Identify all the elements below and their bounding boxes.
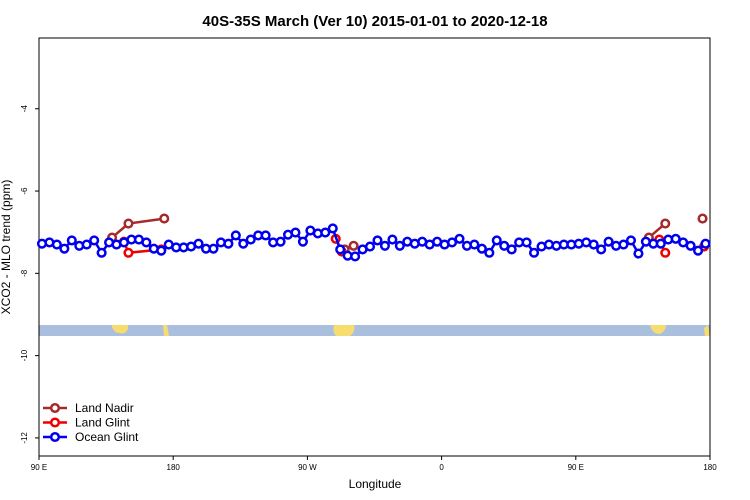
- data-point: [230, 230, 241, 241]
- data-point: [476, 243, 487, 254]
- data-point: [141, 237, 152, 248]
- data-point: [320, 227, 331, 238]
- data-point: [89, 235, 100, 246]
- data-point: [685, 240, 696, 251]
- data-point: [348, 240, 359, 251]
- data-point: [446, 237, 458, 248]
- x-tick-label: 180: [703, 463, 717, 472]
- data-point: [670, 233, 681, 244]
- legend-marker: [49, 402, 61, 414]
- data-point: [364, 241, 376, 252]
- data-point: [693, 245, 704, 256]
- legend-marker: [49, 431, 61, 443]
- data-point: [484, 247, 495, 258]
- data-point: [260, 230, 271, 241]
- data-point: [290, 227, 301, 238]
- data-point: [159, 213, 170, 224]
- data-point: [327, 223, 338, 234]
- data-point: [660, 247, 671, 258]
- x-tick-label: 90 E: [31, 463, 47, 472]
- y-axis-label: XCO2 - MLO trend (ppm): [0, 180, 13, 315]
- data-point: [123, 218, 134, 229]
- y-tick-label: -10: [20, 349, 29, 361]
- data-point: [335, 244, 346, 255]
- data-point: [521, 237, 532, 248]
- y-tick-label: -4: [20, 105, 29, 113]
- data-point: [208, 243, 219, 254]
- data-point: [51, 239, 62, 250]
- data-point: [275, 236, 286, 247]
- y-tick-label: -12: [20, 432, 29, 444]
- legend-marker: [49, 417, 61, 428]
- y-tick-label: -6: [20, 187, 29, 195]
- x-tick-label: 180: [167, 463, 181, 472]
- data-point: [618, 239, 629, 250]
- data-point: [454, 233, 465, 244]
- data-point: [469, 239, 480, 250]
- data-point: [603, 236, 614, 247]
- data-point: [697, 213, 708, 224]
- data-point: [59, 243, 70, 254]
- data-point: [66, 235, 77, 246]
- data-point: [625, 235, 637, 246]
- data-point: [372, 235, 383, 246]
- data-point: [588, 239, 599, 250]
- x-tick-label: 90 W: [298, 463, 317, 472]
- data-point: [506, 244, 517, 255]
- data-point: [193, 238, 204, 249]
- data-point: [394, 240, 405, 251]
- data-point: [245, 234, 256, 245]
- x-axis-label: Longitude: [349, 477, 402, 491]
- data-point: [596, 244, 607, 255]
- x-tick-label: 0: [439, 463, 444, 472]
- data-point: [156, 245, 167, 256]
- legend-label: Ocean Glint: [75, 430, 139, 444]
- map-strip: [39, 325, 710, 336]
- data-point: [633, 248, 644, 259]
- data-point: [96, 247, 107, 258]
- data-point: [655, 238, 666, 249]
- chart-title: 40S-35S March (Ver 10) 2015-01-01 to 202…: [202, 13, 547, 30]
- data-point: [379, 240, 390, 251]
- x-tick-label: 90 E: [568, 463, 584, 472]
- data-point: [499, 240, 510, 251]
- data-point: [491, 235, 502, 246]
- legend-label: Land Nadir: [75, 401, 134, 415]
- y-tick-label: -8: [20, 269, 29, 277]
- data-point: [700, 238, 711, 249]
- data-point: [350, 251, 361, 262]
- data-point: [528, 247, 540, 258]
- data-point: [81, 239, 92, 250]
- data-point: [297, 236, 308, 247]
- data-point: [238, 238, 249, 249]
- data-point: [123, 247, 134, 258]
- data-point: [223, 238, 234, 249]
- legend-label: Land Glint: [75, 416, 130, 430]
- data-point: [387, 234, 398, 245]
- data-point: [660, 218, 671, 229]
